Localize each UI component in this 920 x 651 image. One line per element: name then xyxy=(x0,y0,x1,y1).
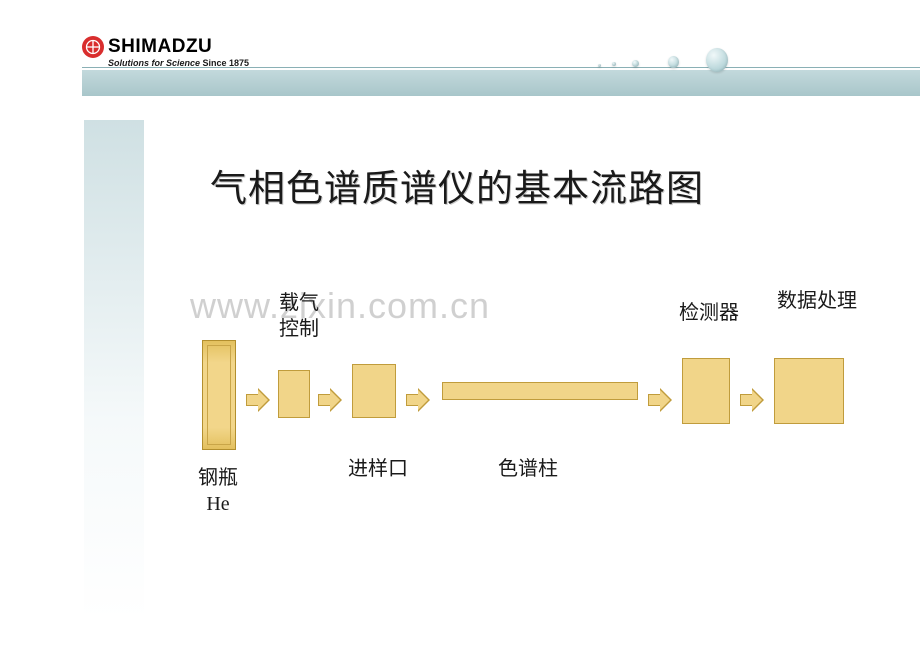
label-data: 数据处理 xyxy=(772,288,862,314)
label-carrier: 载气控制 xyxy=(274,290,324,342)
slide-title: 气相色谱质谱仪的基本流路图 xyxy=(210,158,704,212)
tagline-since: Since 1875 xyxy=(200,58,249,68)
node-detector xyxy=(682,358,730,424)
droplet-decoration xyxy=(598,64,601,67)
droplet-decoration xyxy=(632,60,639,67)
label-cylinder: 钢瓶He xyxy=(188,465,248,517)
arrow-icon xyxy=(648,388,672,412)
node-inlet xyxy=(352,364,396,418)
brand-icon xyxy=(82,36,104,58)
brand-name: SHIMADZU xyxy=(108,36,212,58)
droplet-decoration xyxy=(612,62,616,66)
tagline-prefix: Solutions for Science xyxy=(108,58,200,68)
brand-tagline: Solutions for Science Since 1875 xyxy=(108,58,249,68)
arrow-icon xyxy=(246,388,270,412)
brand-logo: SHIMADZU xyxy=(82,36,212,58)
node-column xyxy=(442,382,638,400)
node-cylinder xyxy=(202,340,236,450)
arrow-icon xyxy=(740,388,764,412)
node-data xyxy=(774,358,844,424)
node-carrier xyxy=(278,370,310,418)
header: SHIMADZU Solutions for Science Since 187… xyxy=(82,36,920,82)
label-inlet: 进样口 xyxy=(338,456,418,482)
flow-diagram: 钢瓶He 载气控制 进样口 色谱柱 检测器 数据处理 xyxy=(170,280,890,530)
label-detector: 检测器 xyxy=(674,300,744,326)
label-column: 色谱柱 xyxy=(488,456,568,482)
arrow-icon xyxy=(318,388,342,412)
droplet-decoration xyxy=(668,56,679,68)
side-gradient xyxy=(84,120,144,620)
droplet-decoration xyxy=(706,48,728,72)
arrow-icon xyxy=(406,388,430,412)
